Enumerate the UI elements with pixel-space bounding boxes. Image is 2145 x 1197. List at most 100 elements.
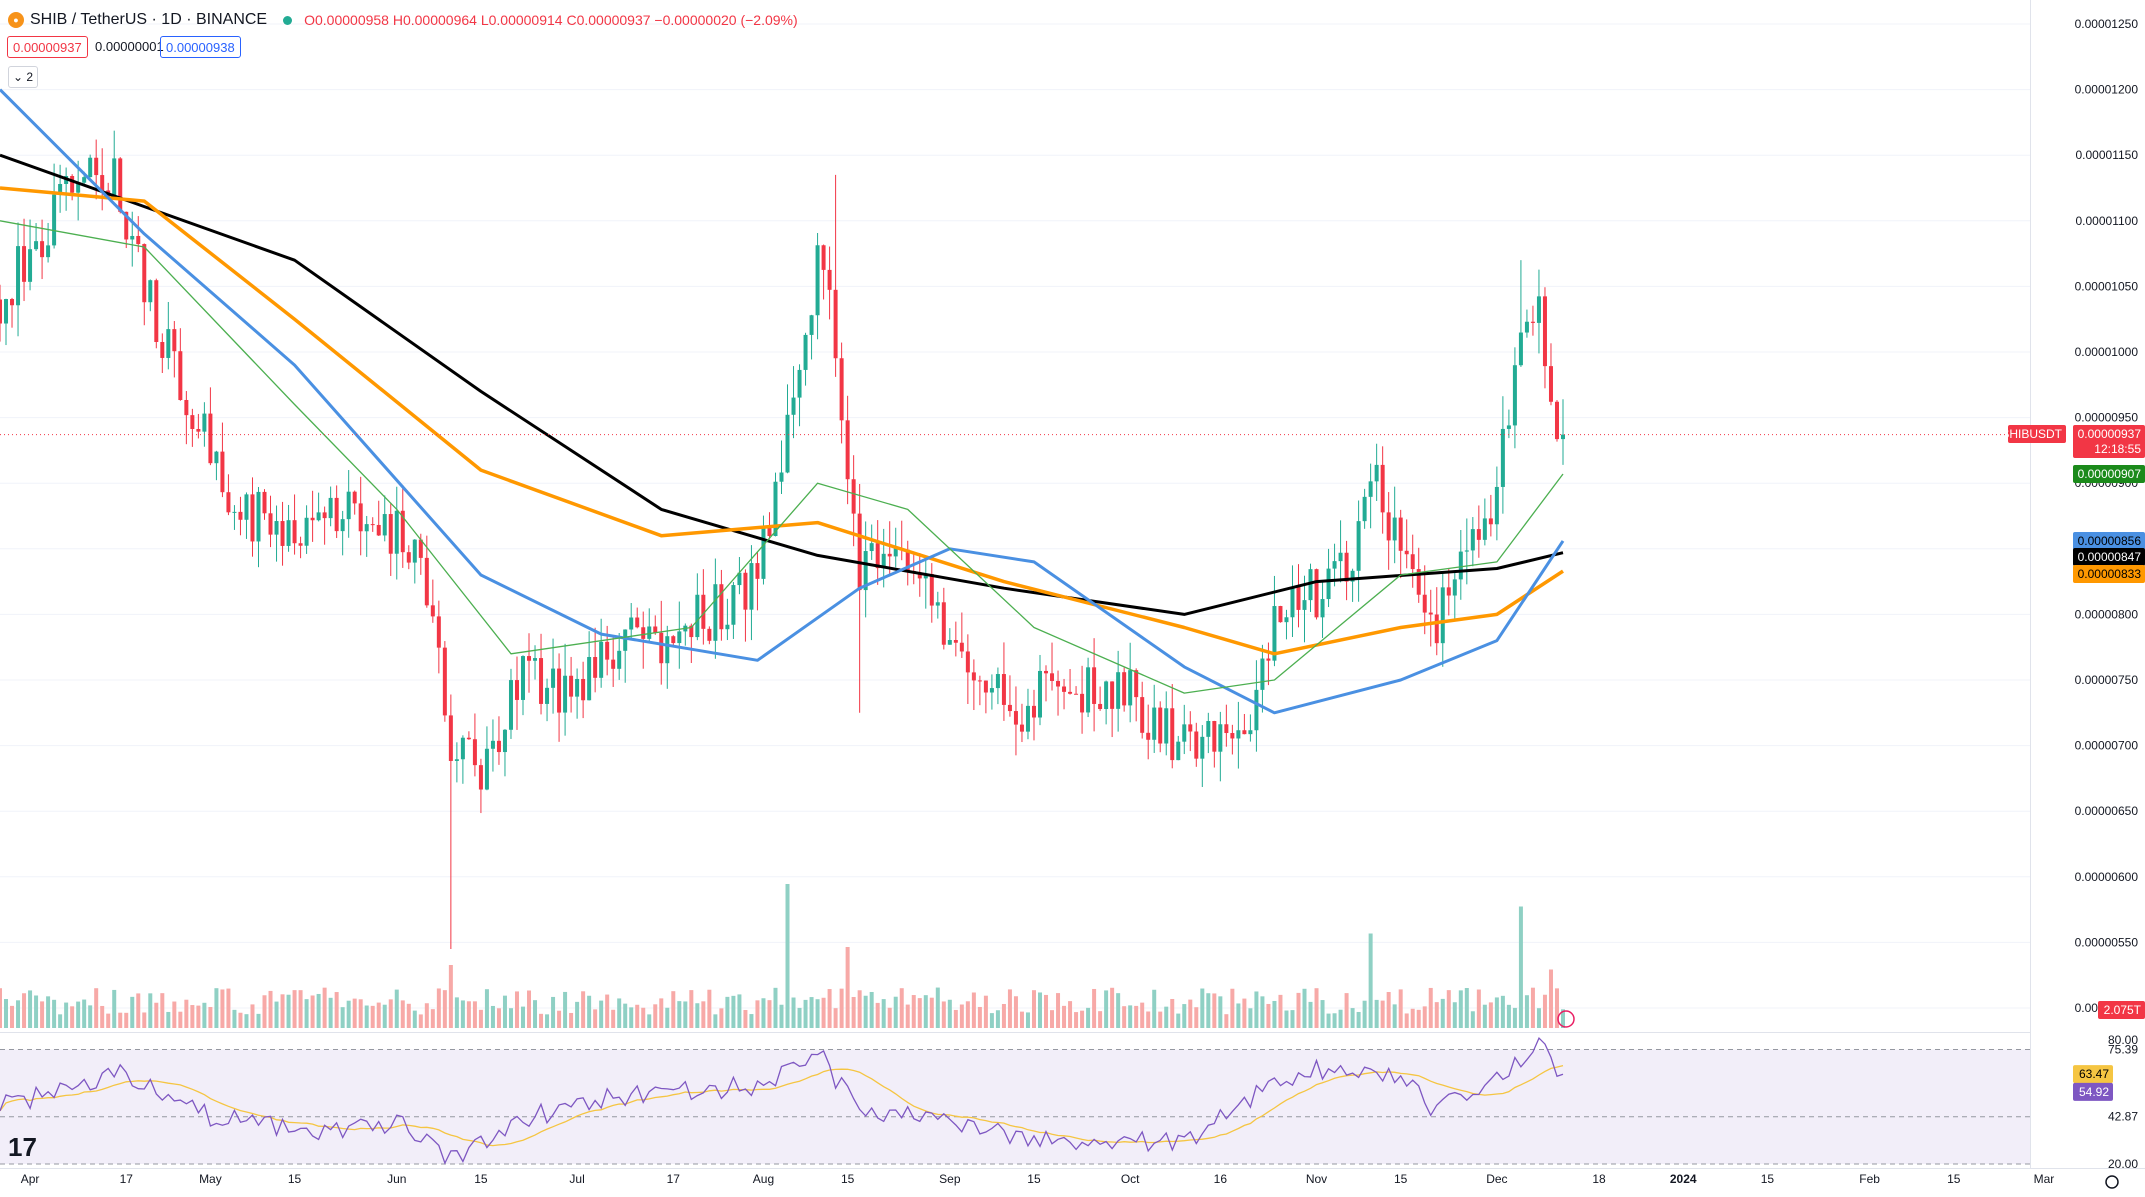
volume-bar <box>1386 992 1391 1028</box>
alert-lightning-icon[interactable] <box>1557 1010 1575 1028</box>
candle <box>1254 660 1259 752</box>
volume-bar <box>1561 1009 1565 1028</box>
volume-bar <box>545 1014 550 1028</box>
time-tick-label: 2024 <box>1670 1172 1697 1186</box>
candle-body <box>575 678 580 697</box>
volume-bar <box>1362 1000 1367 1028</box>
candle-body <box>623 629 628 651</box>
volume-bar <box>1374 999 1379 1028</box>
candle-body <box>1224 724 1229 734</box>
volume-bar <box>629 1007 634 1028</box>
volume-bar <box>557 1010 562 1028</box>
candle-body <box>941 602 946 645</box>
candle <box>1302 575 1307 643</box>
candle-body <box>1044 670 1049 674</box>
candle <box>304 505 309 554</box>
volume-bar <box>274 1001 279 1028</box>
candle-body <box>857 513 862 591</box>
rsi-tick-label: 42.87 <box>2108 1110 2138 1124</box>
candle <box>196 413 201 439</box>
time-tick-label: 15 <box>1394 1172 1408 1186</box>
candle <box>1548 343 1553 406</box>
candle <box>971 659 976 711</box>
volume-bar <box>1446 990 1451 1028</box>
volume-bar <box>340 1007 345 1028</box>
candle <box>755 551 760 611</box>
candle-body <box>1158 707 1163 744</box>
candle <box>1044 665 1049 702</box>
volume-bar <box>641 1007 646 1028</box>
candle <box>779 440 784 494</box>
candle <box>1037 654 1042 726</box>
candle-body <box>1001 674 1006 705</box>
candle <box>370 517 375 532</box>
volume-bar <box>893 996 898 1028</box>
volume-bar <box>1404 1013 1409 1028</box>
candle <box>1326 548 1331 608</box>
volume-bar <box>472 1001 477 1028</box>
candle <box>274 505 279 562</box>
volume-bar <box>713 1014 718 1028</box>
volume-bar <box>1506 1004 1511 1028</box>
volume-bar <box>791 997 796 1028</box>
candle <box>1013 686 1018 756</box>
volume-bar <box>394 989 399 1028</box>
time-tick-label: 15 <box>1947 1172 1961 1186</box>
countdown-tag-bg <box>2073 440 2145 458</box>
candle <box>719 569 724 641</box>
candle-body <box>1236 730 1241 739</box>
candle-body <box>767 526 772 537</box>
candle <box>845 395 850 505</box>
candle <box>1476 505 1481 558</box>
volume-bar <box>827 989 832 1028</box>
candle <box>563 643 568 736</box>
candle-body <box>160 341 165 358</box>
candle <box>731 581 736 639</box>
candle <box>569 656 574 713</box>
volume-bar <box>28 990 33 1028</box>
candle <box>1344 540 1349 601</box>
candle-body <box>1524 321 1529 333</box>
candle-body <box>671 636 676 644</box>
candle-body <box>34 241 39 250</box>
volume-bar <box>82 999 87 1028</box>
volume-bar <box>839 988 844 1028</box>
candle-body <box>328 497 333 519</box>
gear-icon[interactable] <box>2105 1175 2119 1189</box>
volume-bar <box>857 990 862 1028</box>
sell-price-button[interactable]: 0.00000937 <box>7 36 88 58</box>
volume-bar <box>905 1004 910 1028</box>
candle-body <box>977 680 982 682</box>
candle <box>1494 466 1499 541</box>
candle-body <box>1476 529 1481 540</box>
volume-bar <box>1452 1002 1457 1028</box>
volume-bar <box>977 1006 982 1028</box>
candle-body <box>1530 321 1535 323</box>
candle <box>1452 571 1457 620</box>
symbol-title[interactable]: SHIB / TetherUS · 1D · BINANCE <box>30 11 268 28</box>
ma50-tag-bg <box>2073 532 2145 550</box>
buy-price-button[interactable]: 0.00000938 <box>160 36 241 58</box>
candle-body <box>887 553 892 557</box>
volume-bar <box>635 1004 640 1028</box>
candle-body <box>587 657 592 701</box>
price-tick-label: 0.00000950 <box>2075 411 2139 425</box>
tradingview-logo-icon[interactable]: 17 <box>8 1132 37 1162</box>
candle-body <box>22 246 27 282</box>
volume-bar <box>1320 1000 1325 1028</box>
candle <box>478 758 483 814</box>
volume-bar <box>1500 995 1505 1028</box>
candle-body <box>1092 667 1097 704</box>
indicators-toggle[interactable]: ⌄ 2 <box>8 66 39 88</box>
volume-bar <box>298 990 303 1028</box>
candle-body <box>1122 672 1127 706</box>
candle <box>839 342 844 444</box>
volume-bar <box>1350 1008 1355 1028</box>
volume-bar <box>400 1000 405 1028</box>
candle-body <box>1464 550 1469 552</box>
volume-bar <box>779 1004 784 1028</box>
candle-body <box>983 680 988 693</box>
candle-body <box>1194 731 1199 759</box>
candle-body <box>731 585 736 625</box>
